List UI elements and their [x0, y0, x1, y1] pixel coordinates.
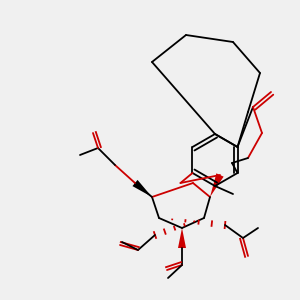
- Polygon shape: [178, 228, 186, 248]
- Polygon shape: [210, 173, 224, 197]
- Polygon shape: [133, 180, 152, 197]
